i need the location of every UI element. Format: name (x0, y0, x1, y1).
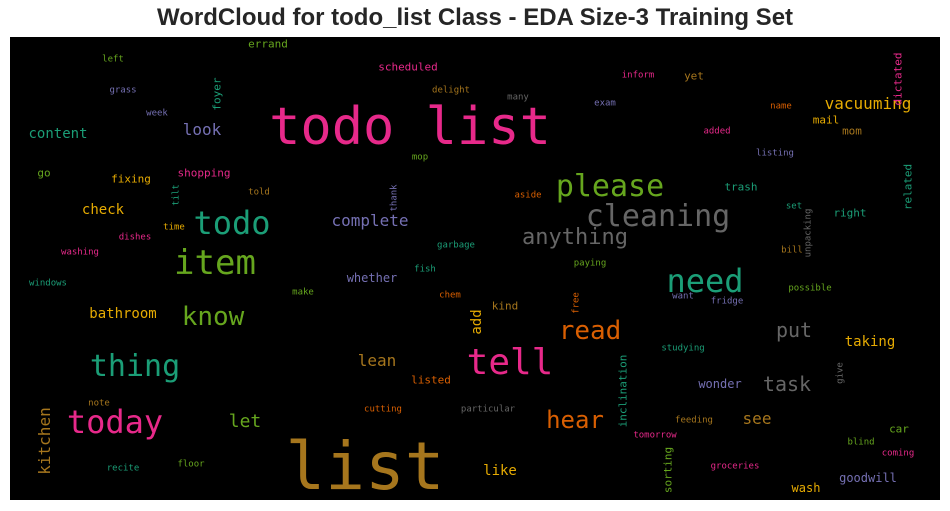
word-add: add (469, 309, 485, 335)
word-mom: mom (842, 124, 862, 138)
word-anything: anything (522, 225, 628, 250)
word-make: make (292, 287, 314, 298)
word-mop: mop (411, 152, 429, 163)
word-recite: recite (106, 463, 140, 474)
word-many: many (507, 92, 529, 103)
word-list: list (285, 428, 445, 500)
word-grass: grass (109, 85, 137, 96)
word-check: check (81, 202, 125, 218)
word-errand: errand (248, 37, 288, 51)
word-taking: taking (844, 334, 896, 350)
word-please: please (555, 169, 665, 204)
word-tilt: tilt (171, 184, 182, 206)
word-bathroom: bathroom (89, 306, 157, 322)
word-washing: washing (61, 247, 99, 258)
word-wonder: wonder (698, 377, 742, 391)
word-whether: whether (346, 271, 398, 285)
word-garbage: garbage (437, 240, 475, 251)
word-inclination: inclination (616, 354, 630, 428)
word-yet: yet (684, 69, 704, 83)
word-paying: paying (573, 258, 607, 269)
word-bill: bill (781, 245, 803, 256)
word-wash: wash (791, 481, 821, 495)
word-groceries: groceries (710, 461, 760, 472)
word-content: content (28, 126, 88, 142)
word-tomorrow: tomorrow (633, 430, 677, 441)
word-dishes: dishes (118, 232, 152, 243)
word-need: need (666, 262, 744, 300)
word-feeding: feeding (675, 415, 713, 426)
word-sorting: sorting (661, 446, 675, 494)
word-listing: listing (756, 148, 794, 159)
word-see: see (742, 409, 772, 428)
chart-title: WordCloud for todo_list Class - EDA Size… (156, 4, 794, 31)
word-want: want (672, 291, 694, 302)
word-set: set (785, 201, 803, 212)
word-lean: lean (357, 351, 397, 370)
word-scheduled: scheduled (378, 60, 438, 74)
word-car: car (889, 422, 909, 436)
word-aside: aside (514, 190, 542, 201)
word-fish: fish (414, 264, 436, 275)
word-particular: particular (460, 404, 516, 415)
word-blind: blind (847, 437, 875, 448)
word-fridge: fridge (710, 296, 744, 307)
word-go: go (37, 166, 51, 180)
word-kind: kind (491, 299, 519, 313)
word-fixing: fixing (111, 172, 151, 186)
word-tell: tell (466, 342, 554, 383)
word-look: look (182, 120, 222, 139)
word-like: like (483, 463, 517, 479)
word-trash: trash (724, 180, 758, 194)
word-exam: exam (594, 98, 616, 109)
word-thing: thing (89, 349, 181, 384)
word-goodwill: goodwill (839, 471, 897, 485)
word-added: added (703, 126, 731, 137)
word-dictated: dictated (891, 52, 905, 106)
word-left: left (102, 54, 124, 65)
word-give: give (835, 362, 846, 384)
word-task: task (762, 372, 812, 396)
word-delight: delight (432, 85, 470, 96)
word-possible: possible (788, 283, 832, 294)
word-cleaning: cleaning (585, 199, 731, 234)
word-chem: chem (439, 290, 461, 301)
word-related: related (901, 163, 915, 211)
word-hear: hear (546, 406, 604, 434)
word-coming: coming (881, 448, 915, 459)
word-told: told (248, 187, 270, 198)
word-right: right (833, 206, 867, 220)
word-note: note (88, 398, 110, 409)
word-free: free (571, 292, 582, 314)
word-inform: inform (621, 70, 655, 81)
word-read: read (558, 316, 622, 346)
word-studying: studying (661, 343, 705, 354)
wordcloud-canvas: list todo list tell item todo please cleaning n… (10, 37, 940, 500)
word-item: item (174, 243, 256, 283)
word-unpacking: unpacking (803, 208, 814, 258)
word-cutting: cutting (364, 404, 402, 415)
word-week: week (146, 108, 168, 119)
word-mail: mail (812, 113, 840, 127)
word-complete: complete (331, 211, 409, 230)
word-listed: listed (411, 373, 451, 387)
word-thank: thank (389, 184, 400, 212)
word-shopping: shopping (177, 166, 231, 180)
word-vacuuming: vacuuming (824, 94, 912, 113)
word-put: put (775, 318, 813, 342)
word-floor: floor (177, 459, 205, 470)
word-name: name (770, 101, 792, 112)
word-todo: todo (193, 204, 271, 242)
word-time: time (163, 222, 185, 233)
word-know: know (181, 302, 245, 332)
word-today: today (66, 403, 164, 441)
word-foyer: foyer (210, 77, 224, 111)
word-kitchen: kitchen (35, 407, 54, 475)
word-windows: windows (29, 278, 67, 289)
word-todo-list: todo list (269, 97, 551, 157)
word-let: let (228, 411, 262, 432)
